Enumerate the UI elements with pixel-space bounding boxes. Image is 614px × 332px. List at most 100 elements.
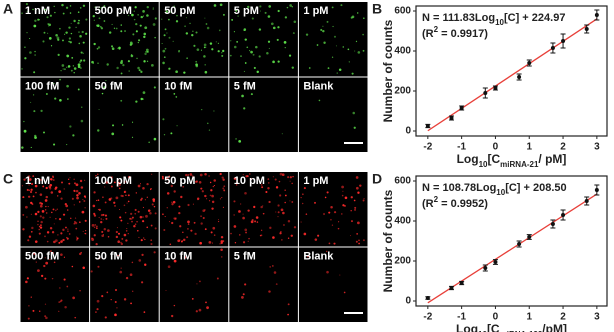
fluorescent-spot	[62, 213, 66, 216]
fluorescent-spot	[64, 33, 66, 35]
fluorescent-spot	[68, 182, 71, 185]
tile-label: 50 fM	[95, 80, 123, 92]
data-point	[459, 281, 464, 285]
fluorescent-spot	[131, 261, 134, 264]
fluorescent-spot	[273, 271, 277, 274]
fluorescent-spot	[185, 173, 188, 177]
fluorescent-spot	[222, 206, 225, 208]
fluorescent-spot	[152, 8, 154, 10]
fluorescent-spot	[168, 221, 171, 223]
x-axis-label-part: 10	[478, 330, 487, 332]
fluorescent-spot	[213, 4, 217, 7]
fluorescent-spot	[69, 41, 72, 44]
fluorescent-spot	[59, 98, 62, 102]
fluorescent-spot	[28, 178, 32, 181]
fit-equation: N = 111.83Log10[C] + 224.97	[422, 12, 565, 27]
fluorescent-spot	[103, 86, 107, 90]
fluorescent-spot	[235, 9, 238, 12]
fluorescent-spot	[178, 212, 181, 215]
fluorescent-spot	[169, 11, 171, 14]
fluorescent-spot	[31, 202, 34, 205]
fluorescent-spot	[186, 236, 189, 239]
fluorescent-spot	[67, 98, 69, 100]
fluorescent-spot	[127, 60, 130, 63]
fluorescent-spot	[120, 30, 123, 33]
fluorescent-spot	[49, 216, 51, 218]
fluorescent-spot	[213, 179, 216, 182]
fluorescent-spot	[244, 228, 248, 232]
fluorescent-spot	[253, 205, 256, 209]
fluorescent-spot	[197, 198, 199, 201]
fluorescent-spot	[58, 217, 62, 221]
fluorescent-spot	[195, 180, 197, 183]
fluorescent-spot	[138, 259, 142, 262]
fluorescent-spot	[268, 47, 270, 49]
fluorescent-spot	[37, 269, 40, 272]
fluorescent-spot	[61, 3, 64, 7]
fluorescent-spot	[240, 55, 242, 57]
fluorescent-spot	[212, 226, 216, 230]
fluorescent-spot	[95, 243, 98, 246]
fluorescent-spot	[222, 187, 225, 190]
fluorescent-spot	[259, 10, 261, 12]
fluorescent-spot	[351, 72, 354, 75]
fluorescent-spot	[32, 8, 34, 11]
fluorescent-spot	[333, 242, 336, 245]
x-axis-label-part: 10	[479, 160, 488, 169]
fluorescent-spot	[333, 35, 336, 38]
fluorescent-spot	[47, 32, 49, 34]
tile-label: 5 fM	[234, 250, 256, 262]
fluorescent-spot	[272, 26, 276, 30]
fluorescent-spot	[127, 200, 130, 203]
fluorescent-spot	[205, 301, 207, 304]
fit-equation-part: 10	[496, 188, 505, 197]
fluorescent-spot	[272, 60, 275, 64]
fluorescent-spot	[221, 54, 224, 57]
fluorescent-spot	[45, 212, 48, 214]
data-point	[550, 222, 555, 226]
fluorescent-spot	[141, 220, 145, 223]
fluorescent-spot	[62, 68, 64, 70]
fluorescent-spot	[46, 16, 49, 19]
fluorescent-spot	[262, 212, 265, 215]
fluorescent-spot	[75, 26, 77, 29]
fluorescent-spot	[221, 176, 224, 179]
fluorescent-spot	[25, 3, 28, 6]
fluorescent-spot	[50, 191, 54, 194]
fluorescent-spot	[64, 306, 67, 309]
y-tick-label: 400	[394, 46, 411, 57]
fluorescent-spot	[51, 231, 55, 234]
fluorescent-spot	[72, 65, 74, 67]
fluorescent-spot	[328, 211, 331, 214]
fluorescent-spot	[198, 180, 202, 184]
fluorescent-spot	[161, 213, 164, 216]
fluorescent-spot	[239, 234, 241, 236]
fluorescent-spot	[80, 59, 83, 62]
fluorescent-spot	[336, 72, 338, 74]
fluorescent-spot	[127, 194, 130, 197]
fluorescent-spot	[191, 297, 194, 300]
fluorescent-spot	[200, 187, 203, 190]
fluorescent-spot	[120, 242, 124, 246]
fluorescent-spot	[131, 290, 134, 292]
fluorescent-spot	[66, 285, 69, 288]
fluorescent-spot	[68, 233, 71, 235]
tile-label: 500 pM	[95, 5, 132, 17]
fluorescent-spot	[71, 265, 74, 268]
fluorescent-spot	[222, 178, 225, 181]
fluorescent-spot	[192, 30, 194, 32]
fluorescent-spot	[178, 205, 181, 208]
fluorescent-spot	[220, 248, 223, 251]
fluorescent-spot	[303, 187, 306, 190]
fluorescent-spot	[209, 181, 212, 184]
fluorescent-spot	[61, 64, 65, 67]
fluorescent-spot	[173, 5, 175, 7]
fluorescent-spot	[74, 190, 76, 193]
fluorescent-spot	[40, 220, 43, 224]
fluorescent-spot	[259, 5, 262, 8]
fluorescent-spot	[308, 67, 311, 69]
fluorescent-spot	[363, 198, 365, 200]
fluorescent-spot	[125, 230, 128, 232]
fluorescent-spot	[233, 45, 237, 49]
fluorescent-spot	[288, 54, 292, 57]
